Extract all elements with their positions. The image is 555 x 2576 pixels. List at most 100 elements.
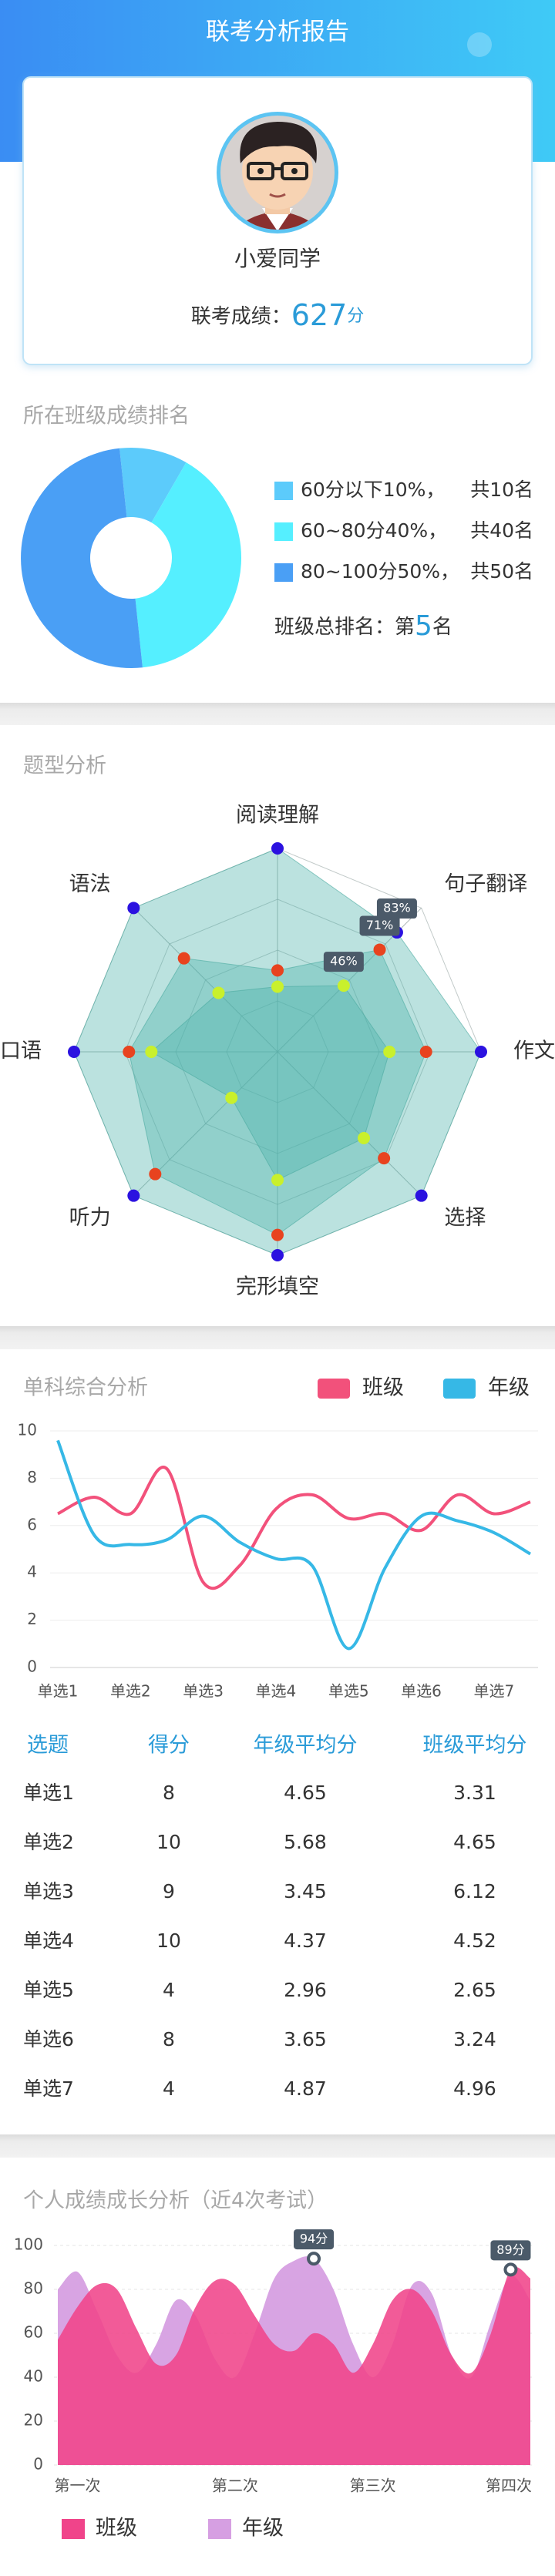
legend-label: 班级 (96, 2517, 137, 2541)
legend-swatch (318, 1379, 350, 1399)
legend-count: 共10名 (470, 479, 533, 501)
y-tick-label: 0 (33, 2455, 43, 2474)
radar-point (271, 1174, 284, 1187)
radar-point (271, 980, 284, 993)
section-title: 题型分析 (23, 754, 106, 778)
score: 627 (291, 298, 348, 332)
table-cell: 4.65 (453, 1831, 496, 1853)
table-cell: 单选1 (23, 1782, 74, 1804)
radar-axis-label: 听力 (69, 1206, 111, 1230)
legend-swatch (443, 1379, 476, 1399)
value-label-bg (294, 2229, 335, 2250)
legend-swatch (208, 2519, 231, 2539)
value-label: 46% (330, 954, 358, 969)
x-tick-label: 第一次 (55, 2477, 101, 2495)
radar-point (271, 842, 284, 855)
x-tick-label: 第四次 (486, 2477, 532, 2495)
radar-point (271, 1228, 284, 1241)
y-tick-label: 6 (27, 1515, 37, 1533)
x-tick-label: 单选6 (401, 1682, 442, 1701)
table-cell: 10 (156, 1831, 181, 1853)
y-tick-label: 0 (27, 1657, 37, 1676)
radar-point (358, 1132, 371, 1145)
y-tick-label: 2 (27, 1610, 37, 1628)
table-cell: 5.68 (284, 1831, 327, 1853)
table-cell: 4.37 (284, 1929, 327, 1952)
section-title: 所在班级成绩排名 (23, 405, 190, 428)
radar-point (373, 943, 386, 956)
radar-point (127, 1189, 140, 1202)
radar-axis-label: 语法 (69, 872, 111, 896)
table-cell: 4 (163, 1979, 175, 2001)
area (58, 2266, 530, 2465)
x-tick-label: 单选4 (256, 1682, 297, 1701)
legend-label: 80~100分50%， (301, 560, 459, 583)
radar-point (475, 1046, 487, 1058)
legend-swatch (274, 522, 293, 541)
table-cell: 3.24 (453, 2028, 496, 2050)
score-line: 联考成绩：627分 (191, 298, 365, 332)
value-label-bg (490, 2240, 531, 2261)
table-cell: 4.96 (453, 2077, 496, 2100)
radar-axis-label: 完形填空 (236, 1275, 319, 1299)
radar-point (378, 1152, 391, 1165)
table-cell: 9 (163, 1880, 175, 1903)
table-cell: 单选2 (23, 1831, 74, 1853)
separator (0, 2134, 555, 2158)
pie-slice (135, 462, 241, 668)
pie-slice (119, 448, 187, 523)
table-cell: 4.87 (284, 2077, 327, 2100)
x-tick-label: 单选1 (38, 1682, 79, 1701)
legend-label: 年级 (488, 1376, 530, 1400)
table-cell: 单选6 (23, 2028, 74, 2050)
score-label: 联考成绩： (191, 305, 291, 328)
legend-label: 60分以下10%， (301, 479, 445, 501)
legend-swatch (274, 482, 293, 500)
radar-point (68, 1046, 80, 1058)
section-title: 个人成绩成长分析（近4次考试） (23, 2189, 328, 2213)
table-header: 得分 (148, 1734, 190, 1758)
legend-label: 年级 (242, 2517, 284, 2541)
rank-label: 班级总排名：第 (274, 616, 415, 639)
value-label: 83% (383, 901, 411, 915)
separator (0, 1326, 555, 1349)
x-tick-label: 单选5 (328, 1682, 369, 1701)
table-header: 选题 (27, 1734, 69, 1758)
radar-axis-label: 选择 (444, 1206, 486, 1230)
table-header: 年级平均分 (254, 1734, 358, 1758)
avatar (217, 112, 338, 233)
y-tick-label: 100 (14, 2235, 43, 2254)
value-label-bg (323, 952, 364, 972)
y-tick-label: 8 (27, 1468, 37, 1486)
legend-swatch (62, 2519, 85, 2539)
separator (0, 703, 555, 725)
rank: 5 (415, 610, 432, 642)
table-cell: 3.45 (284, 1880, 327, 1903)
table-cell: 8 (163, 2028, 175, 2050)
radar-point (123, 1046, 136, 1058)
value-label-bg (359, 915, 400, 936)
legend-label: 60~80分40%， (301, 519, 447, 542)
radar-point (127, 902, 140, 915)
radar-point (419, 1046, 432, 1058)
y-tick-label: 10 (18, 1421, 37, 1439)
y-tick-label: 40 (24, 2367, 43, 2386)
marker (307, 2252, 321, 2266)
radar-axis-label: 作文 (513, 1039, 555, 1063)
class-rank: 班级总排名：第5名 (274, 610, 452, 642)
table-cell: 3.31 (453, 1782, 496, 1804)
radar-point (177, 952, 190, 965)
table-cell: 10 (156, 1929, 181, 1952)
legend-count: 共40名 (470, 519, 533, 542)
section-title: 单科综合分析 (23, 1376, 148, 1400)
x-tick-label: 单选7 (473, 1682, 514, 1701)
y-tick-label: 4 (27, 1563, 37, 1581)
radar-point (415, 1189, 428, 1202)
radar-point (149, 1167, 162, 1181)
table-cell: 4.52 (453, 1929, 496, 1952)
table-cell: 8 (163, 1782, 175, 1804)
table-cell: 4.65 (284, 1782, 327, 1804)
radar-spoke (133, 907, 278, 1053)
